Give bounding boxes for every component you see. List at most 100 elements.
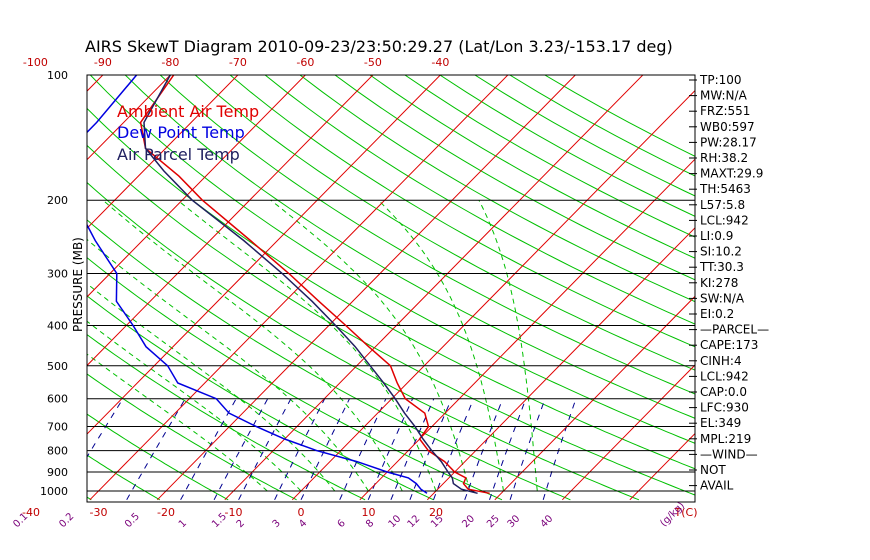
mixing-ratio-label: 2 <box>235 518 247 530</box>
mixing-ratio-line <box>126 398 186 501</box>
mixing-ratio-label: 3 <box>271 518 283 530</box>
mixing-ratio-line <box>300 398 350 501</box>
mixing-ratio-line <box>339 398 387 501</box>
dry-adiabat <box>89 75 695 444</box>
mixing-ratio-line <box>213 398 269 501</box>
mixing-ratio-line <box>367 398 414 501</box>
top-temp-tick-label: -40 <box>431 56 449 69</box>
temp-unit-label: T(C) <box>674 506 698 519</box>
top-temp-tick-label: -70 <box>229 56 247 69</box>
pressure-tick-label: 900 <box>47 466 68 479</box>
bottom-temp-tick-label: -40 <box>22 506 40 519</box>
index-label: LFC:930 <box>700 401 749 415</box>
bottom-temp-tick-label: 10 <box>362 506 376 519</box>
isotherm <box>494 295 695 501</box>
mixing-ratio-line <box>509 398 546 500</box>
mixing-ratio-line <box>390 398 435 500</box>
mixing-ratio-line <box>489 398 527 500</box>
mixing-ratio-line <box>464 398 504 500</box>
index-label: LCL:942 <box>700 213 749 227</box>
mixing-ratio-line <box>409 398 452 500</box>
index-label: MW:N/A <box>700 89 748 103</box>
legend-ambient: Ambient Air Temp <box>117 102 259 121</box>
mixing-ratio-label: 4 <box>297 518 309 530</box>
dry-adiabat <box>87 413 229 501</box>
bottom-temp-tick-label: -30 <box>90 506 108 519</box>
legend: Ambient Air Temp Dew Point Temp Air Parc… <box>117 102 259 164</box>
dry-adiabat <box>87 219 571 501</box>
index-label: SI:10.2 <box>700 245 742 259</box>
legend-dewpoint: Dew Point Temp <box>117 123 245 142</box>
pressure-tick-label: 100 <box>47 69 68 82</box>
isotherm <box>87 75 172 161</box>
index-label: SW:N/A <box>700 291 745 305</box>
dry-adiabat <box>474 75 695 197</box>
dewpoint-line <box>87 75 428 494</box>
mixing-ratio-line <box>433 398 475 500</box>
index-label: —WIND— <box>700 447 758 461</box>
mixing-ratio-label: 12 <box>406 513 423 530</box>
isotherm <box>561 364 695 501</box>
pressure-tick-label: 500 <box>47 360 68 373</box>
mixing-ratio-label: 6 <box>336 518 348 530</box>
moist-adiabat <box>378 199 504 492</box>
dry-adiabat <box>334 75 695 281</box>
ambient-temp-line <box>139 75 490 495</box>
dry-adiabat <box>124 75 695 419</box>
dry-adiabat <box>194 75 695 371</box>
dry-adiabat <box>369 75 695 259</box>
plot-area <box>87 75 695 501</box>
dry-adiabat <box>87 373 297 501</box>
pressure-tick-label: 400 <box>47 319 68 332</box>
dry-adiabat <box>87 144 695 496</box>
top-temp-tick-label: -50 <box>364 56 382 69</box>
pressure-tick-label: 200 <box>47 194 68 207</box>
index-label: LI:0.9 <box>700 229 733 243</box>
pressure-tick-label: 1000 <box>40 485 68 498</box>
dry-adiabat <box>404 75 695 238</box>
dry-adiabat <box>87 256 503 501</box>
index-label: TP:100 <box>699 73 742 87</box>
moist-adiabat <box>87 353 268 492</box>
bottom-temp-tick-label: -10 <box>225 506 243 519</box>
mixing-ratio-line <box>238 398 292 501</box>
isotherm <box>87 75 104 92</box>
mixing-ratio-line <box>87 398 124 458</box>
index-label: TT:30.3 <box>699 260 744 274</box>
index-label: CAPE:173 <box>700 338 758 352</box>
index-label: —PARCEL— <box>700 323 769 337</box>
dry-adiabat <box>87 295 434 501</box>
dry-adiabat <box>87 454 161 501</box>
dry-adiabat <box>229 75 695 348</box>
mixing-ratio-label: 0.5 <box>123 511 142 530</box>
isotherm <box>156 75 577 501</box>
dry-adiabat <box>264 75 695 325</box>
mixing-ratio-line <box>274 398 326 501</box>
mixing-ratio-label: 20 <box>460 513 477 530</box>
parcel-temp-line <box>143 75 478 495</box>
dry-adiabat <box>87 333 366 501</box>
index-label: KI:278 <box>700 276 738 290</box>
index-label: AVAIL <box>700 479 734 493</box>
mixing-ratio-label: 0.2 <box>57 511 76 530</box>
dry-adiabat <box>159 75 695 395</box>
isotherm <box>291 89 695 501</box>
moist-adiabat <box>87 283 336 492</box>
top-temp-tick-label: -100 <box>23 56 48 69</box>
index-label: CAP:0.0 <box>700 385 747 399</box>
mixing-ratio-label: 1 <box>177 518 189 530</box>
legend-parcel: Air Parcel Temp <box>117 145 240 164</box>
pressure-tick-label: 300 <box>47 267 68 280</box>
isotherm <box>87 75 239 230</box>
moist-adiabat <box>87 320 302 492</box>
chart-title: AIRS SkewT Diagram 2010-09-23/23:50:29.2… <box>85 37 673 56</box>
isotherm <box>359 158 695 501</box>
index-label: RH:38.2 <box>700 151 748 165</box>
mixing-ratio-label: 25 <box>485 513 502 530</box>
isotherm <box>87 75 374 367</box>
index-label: EI:0.2 <box>700 307 734 321</box>
index-label: CINH:4 <box>700 354 742 368</box>
isotherm <box>224 75 644 501</box>
isotherm <box>87 75 307 298</box>
index-label: PW:28.17 <box>700 135 757 149</box>
